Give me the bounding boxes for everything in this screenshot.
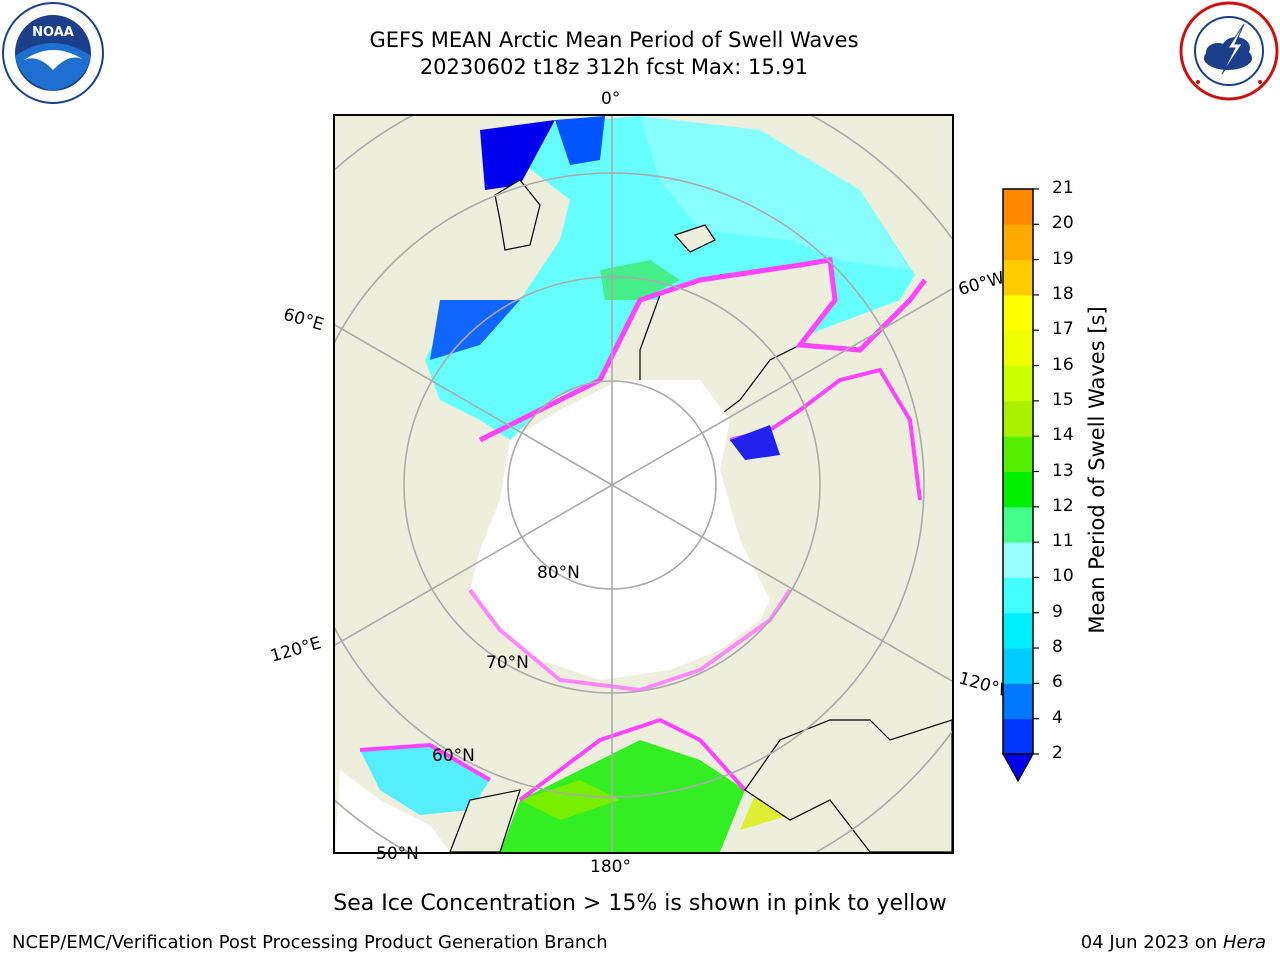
- colorbar-tick-label: 4: [1052, 707, 1063, 728]
- colorbar-cell: [1003, 365, 1033, 402]
- colorbar-tick-label: 17: [1052, 319, 1074, 340]
- colorbar-cell: [1003, 542, 1033, 578]
- lon-label-0: 0°: [601, 89, 621, 109]
- colorbar-cell: [1003, 189, 1033, 225]
- ice-edge-atlantic: [478, 257, 927, 443]
- colorbar-extend-min: [1001, 753, 1035, 783]
- noaa-logo: NOAA: [2, 2, 104, 104]
- sea-ice-note: Sea Ice Concentration > 15% is shown in …: [333, 891, 947, 916]
- greenland-swell-patch: [600, 260, 680, 300]
- alaska-land: [744, 719, 952, 852]
- atlantic-swell-light: [640, 116, 910, 270]
- colorbar-cell: [1003, 718, 1033, 755]
- colorbar-tick-label: 6: [1052, 672, 1063, 693]
- lon-label-180: 180°: [590, 857, 631, 877]
- colorbar-tick-label: 2: [1052, 743, 1063, 763]
- footer-system: Hera: [1222, 932, 1266, 953]
- colorbar-tick-label: 12: [1052, 495, 1074, 516]
- colorbar-tick-label: 15: [1052, 389, 1074, 410]
- colorbar-tick-label: 8: [1052, 637, 1063, 658]
- colorbar-tick-label: 13: [1052, 460, 1074, 481]
- lon-label-60e: 60°E: [281, 304, 326, 336]
- colorbar-tick-label: 20: [1052, 213, 1074, 234]
- colorbar-cell: [1003, 330, 1033, 367]
- colorbar-tick-label: 16: [1052, 354, 1074, 375]
- map-area: [333, 114, 954, 854]
- colorbar-cell: [1003, 612, 1033, 649]
- colorbar-tick-label: 21: [1052, 178, 1074, 198]
- ice-edge-bering: [518, 717, 747, 802]
- colorbar-cell: [1003, 471, 1033, 508]
- colorbar-cell: [1003, 577, 1033, 614]
- colorbar: [1001, 188, 1039, 783]
- colorbar-tick-label: 19: [1052, 248, 1074, 269]
- colorbar-cell: [1003, 683, 1033, 720]
- hudson-bay-blue: [730, 425, 780, 460]
- footer-producer: NCEP/EMC/Verification Post Processing Pr…: [12, 932, 608, 953]
- lat-label-80n: 80°N: [537, 563, 580, 583]
- chart-title: GEFS MEAN Arctic Mean Period of Swell Wa…: [369, 28, 859, 52]
- okhotsk-white: [335, 770, 450, 852]
- arctic-no-data: [470, 380, 770, 680]
- lon-label-120e: 120°E: [268, 633, 324, 667]
- lat-label-70n: 70°N: [486, 653, 529, 673]
- colorbar-cell: [1003, 648, 1033, 684]
- colorbar-cell: [1003, 224, 1033, 261]
- footer-date-text: 04 Jun 2023 on: [1080, 932, 1223, 953]
- iceland-land: [673, 224, 716, 253]
- colorbar-tick-label: 18: [1052, 283, 1074, 304]
- chukotka-land: [449, 789, 521, 852]
- lat-label-60n: 60°N: [432, 746, 475, 766]
- colorbar-tick-label: 9: [1052, 601, 1063, 622]
- colorbar-cell: [1003, 436, 1033, 472]
- footer-date: 04 Jun 2023 on Hera: [1081, 932, 1266, 953]
- colorbar-cells: [1003, 189, 1033, 755]
- colorbar-tick-label: 14: [1052, 425, 1074, 446]
- lat-label-50n: 50°N: [376, 844, 419, 864]
- ice-edge-okhotsk: [359, 742, 492, 782]
- bering-swell-region: [500, 740, 745, 852]
- norway-blue-region: [555, 116, 605, 165]
- scandinavia-land: [494, 179, 541, 251]
- baltic-blue-region: [480, 120, 555, 190]
- nws-logo: [1179, 1, 1279, 101]
- bering-swell-light: [520, 780, 620, 820]
- barents-blue-region: [430, 300, 520, 360]
- beaufort-no-data: [760, 360, 900, 590]
- colorbar-label: Mean Period of Swell Waves [s]: [1085, 306, 1109, 634]
- colorbar-tick-label: 10: [1052, 566, 1074, 587]
- colorbar-cell: [1003, 506, 1033, 543]
- colorbar-tick-label: 11: [1052, 531, 1074, 552]
- chart-subtitle: 20230602 t18z 312h fcst Max: 15.91: [419, 55, 809, 79]
- noaa-logo-text: NOAA: [32, 25, 74, 40]
- colorbar-cell: [1003, 294, 1033, 331]
- colorbar-cell: [1003, 400, 1033, 437]
- graticule: [335, 116, 952, 852]
- colorbar-cell: [1003, 259, 1033, 296]
